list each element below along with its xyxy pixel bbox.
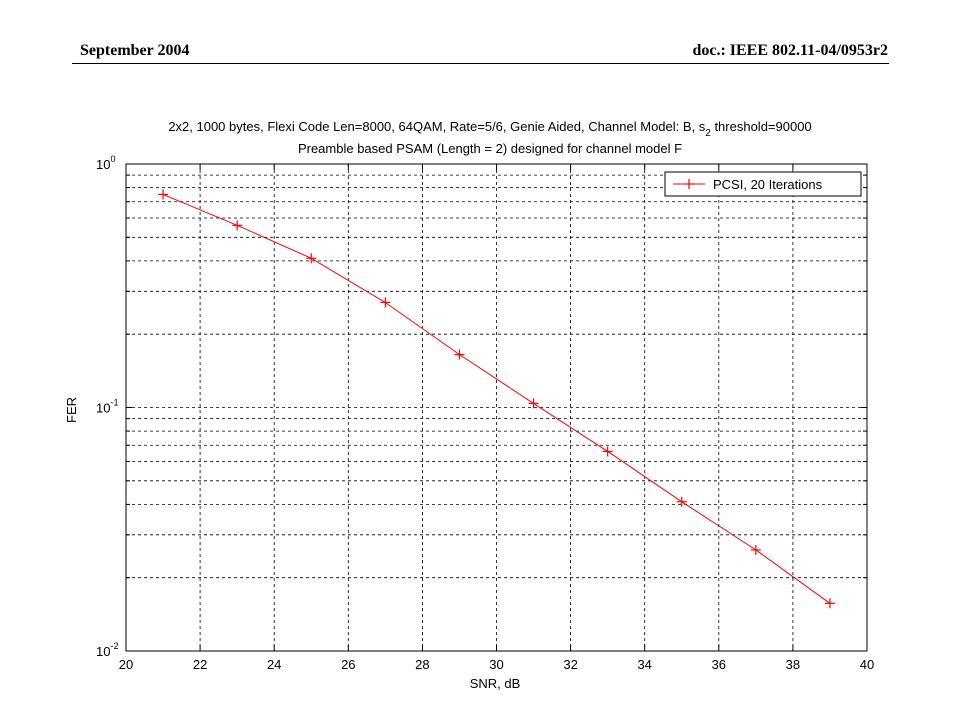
data-point xyxy=(750,544,761,555)
data-point xyxy=(454,349,465,360)
x-tick-label: 36 xyxy=(712,657,726,672)
legend-label: PCSI, 20 Iterations xyxy=(713,177,823,192)
data-point xyxy=(602,446,613,457)
data-point xyxy=(676,496,687,507)
y-tick-label: 100 xyxy=(96,154,115,172)
header-rule xyxy=(72,63,889,64)
series-line-0 xyxy=(162,193,831,604)
x-tick-label: 30 xyxy=(489,657,503,672)
y-tick-label: 10-2 xyxy=(96,641,118,659)
data-point xyxy=(824,598,835,609)
chart-title-line2: Preamble based PSAM (Length = 2) designe… xyxy=(298,141,682,156)
x-tick-label: 22 xyxy=(193,657,207,672)
y-axis: 100 10-1 10-2 xyxy=(96,154,867,659)
header-doc-id: doc.: IEEE 802.11-04/0953r2 xyxy=(692,42,888,59)
x-axis: 20 22 24 26 28 30 32 34 36 38 40 xyxy=(119,164,874,672)
x-tick-label: 34 xyxy=(637,657,651,672)
x-tick-label: 26 xyxy=(341,657,355,672)
x-tick-label: 38 xyxy=(786,657,800,672)
grid xyxy=(126,164,867,651)
x-tick-label: 24 xyxy=(267,657,281,672)
y-tick-label: 10-1 xyxy=(96,398,118,416)
x-axis-label: SNR, dB xyxy=(470,676,521,691)
data-point xyxy=(380,297,391,308)
header-date: September 2004 xyxy=(80,42,190,59)
data-point xyxy=(528,398,539,409)
y-axis-label: FER xyxy=(64,397,79,423)
x-tick-label: 32 xyxy=(563,657,577,672)
legend: PCSI, 20 Iterations xyxy=(664,171,862,197)
series-group xyxy=(158,189,835,609)
data-point xyxy=(232,220,243,231)
data-point xyxy=(158,189,169,200)
data-point xyxy=(306,253,317,264)
x-tick-label: 20 xyxy=(119,657,133,672)
x-tick-label: 28 xyxy=(415,657,429,672)
chart-title-line1: 2x2, 1000 bytes, Flexi Code Len=8000, 64… xyxy=(168,119,811,139)
x-tick-label: 40 xyxy=(860,657,874,672)
